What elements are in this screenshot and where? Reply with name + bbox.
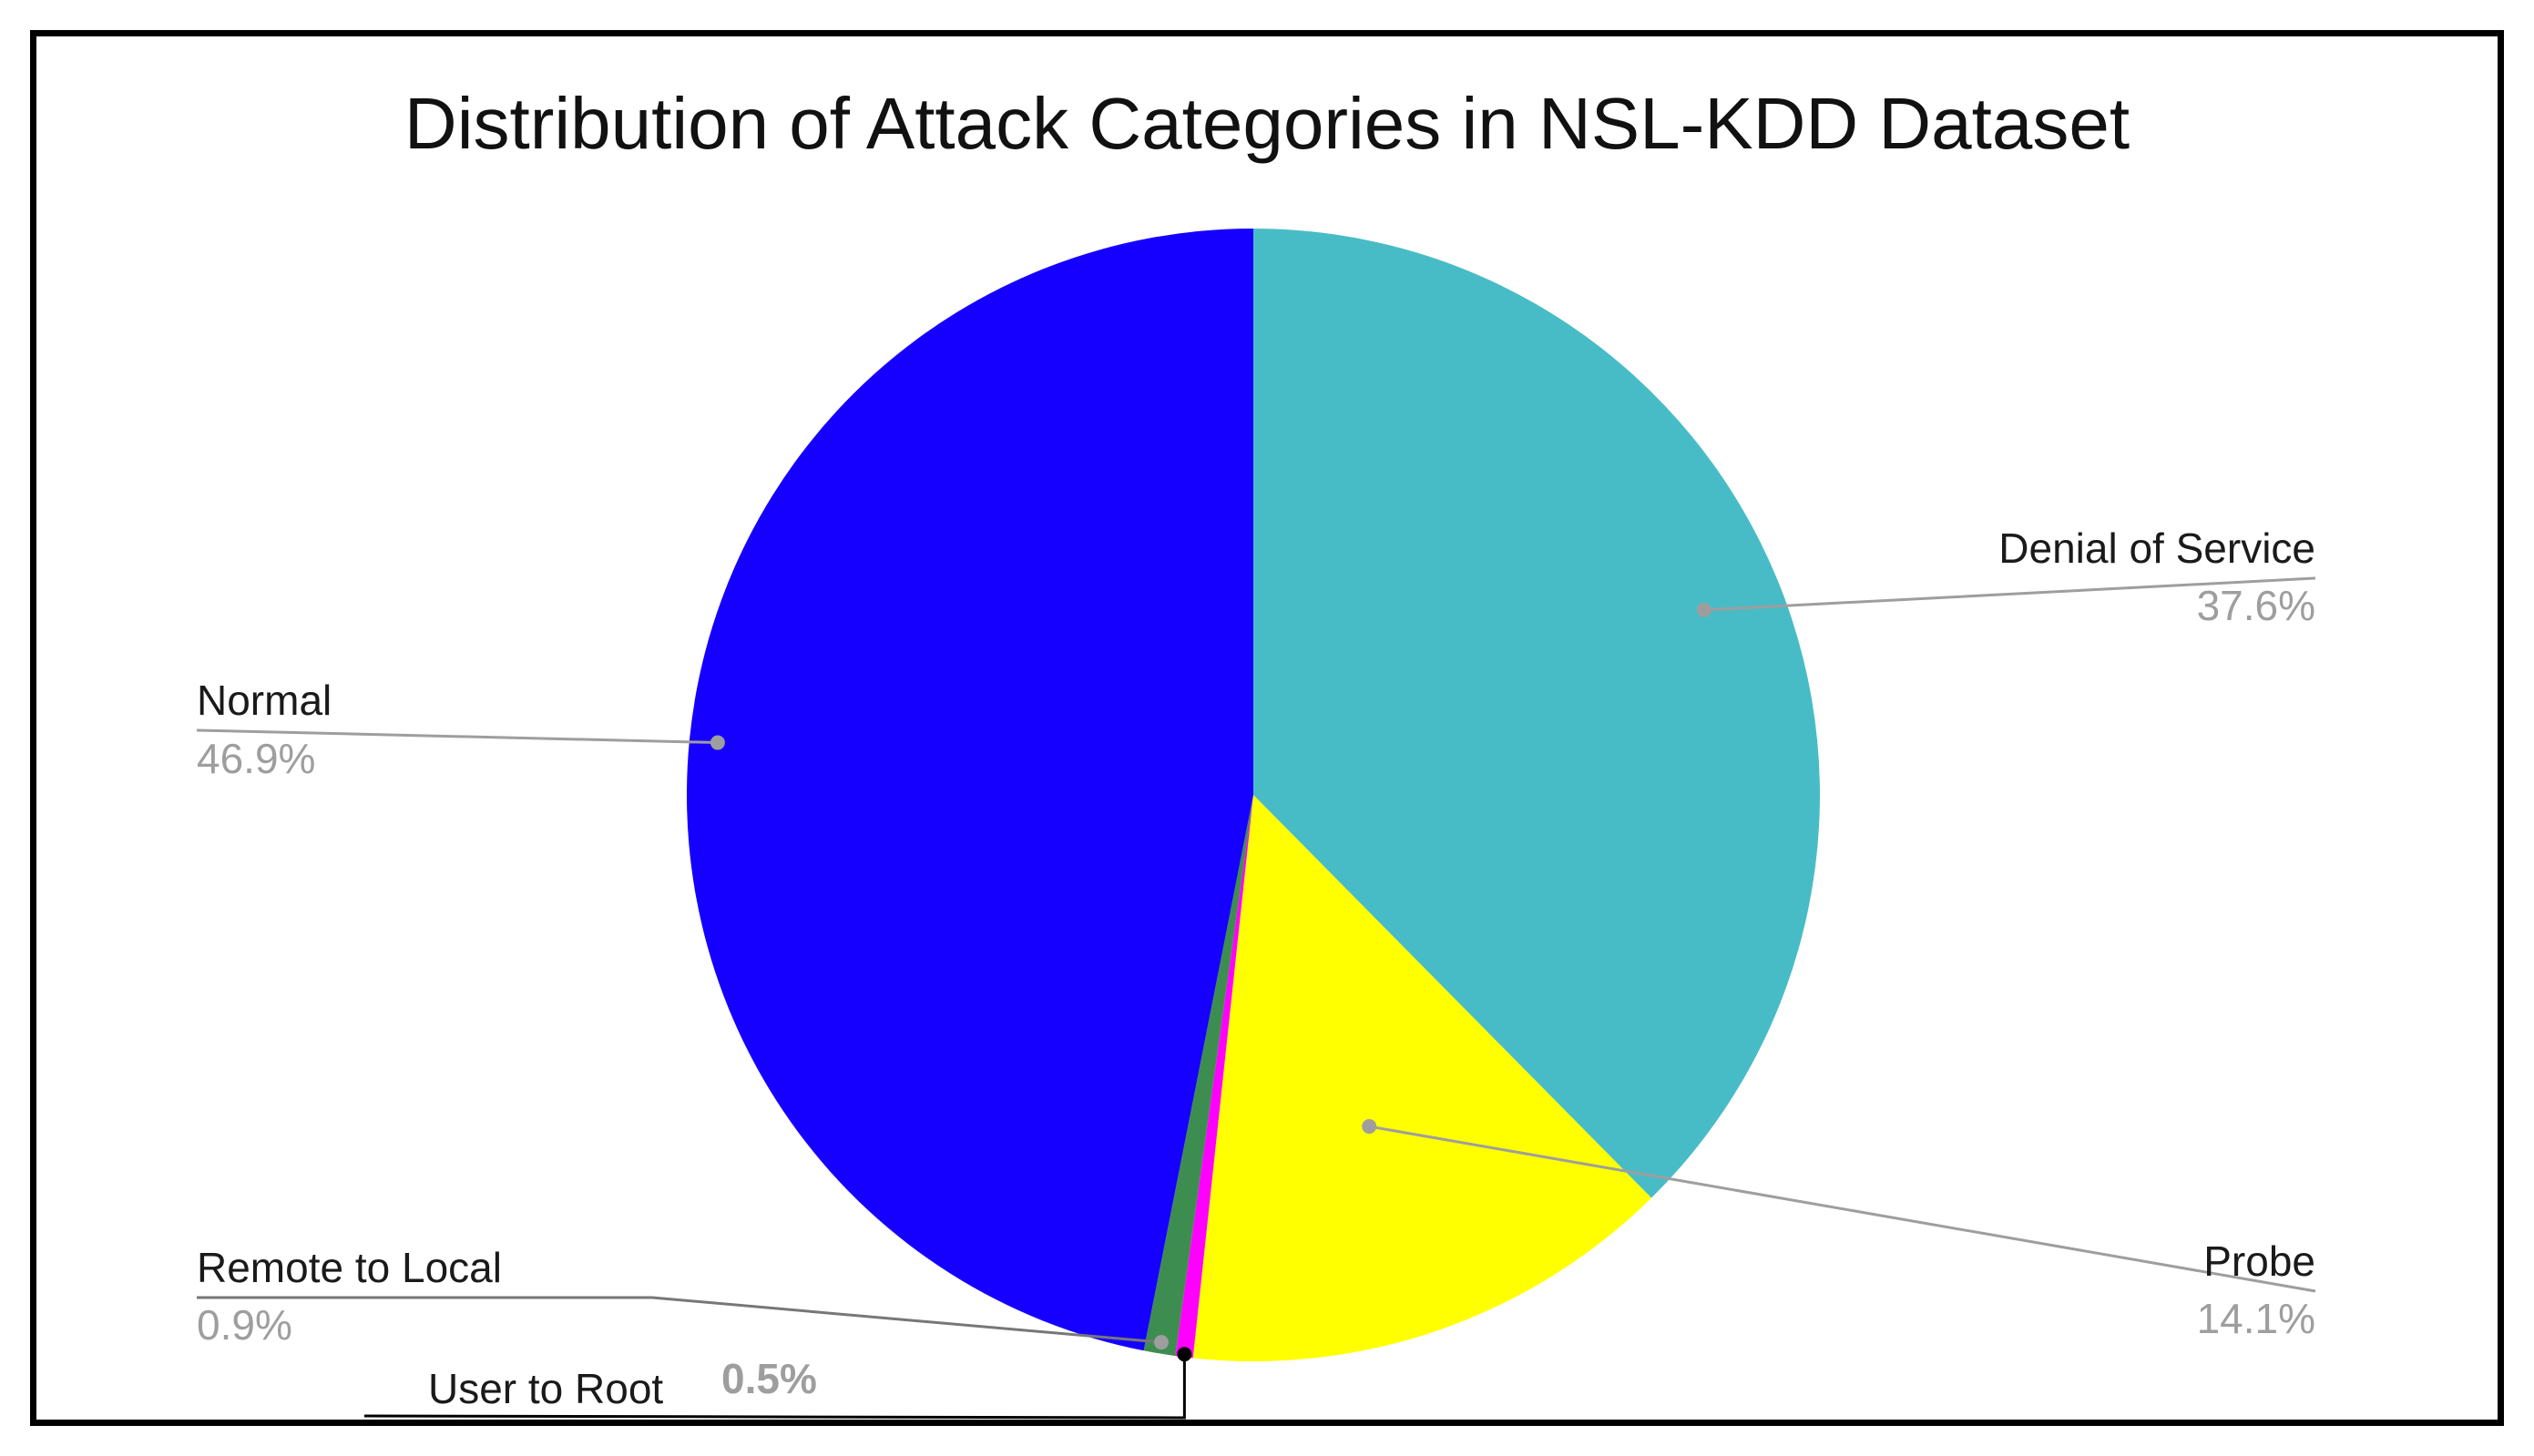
leader-dot-user-to-root [1177, 1347, 1192, 1362]
leader-lines [196, 576, 2316, 1420]
leader-dot-remote-to-local [1153, 1335, 1169, 1350]
leader-dot-denial-of-service [1696, 602, 1711, 617]
leader-dot-normal [710, 735, 725, 750]
slice-percent-probe: 14.1% [2197, 1295, 2315, 1342]
pie-slice-user-to-root [1175, 795, 1253, 1359]
leader-line-probe [1368, 1125, 2316, 1293]
leader-line-denial-of-service [1703, 576, 2316, 612]
slice-percent-normal: 46.9% [197, 735, 315, 782]
pie-slices [687, 229, 1820, 1361]
pie-slice-remote-to-local [1143, 795, 1253, 1357]
slice-labels: Denial of Service 37.6% Probe 14.1% User to … [197, 524, 2315, 1412]
leader-line-normal [196, 728, 718, 745]
slice-label-normal: Normal [197, 677, 332, 724]
slice-percent-denial-of-service: 37.6% [2197, 582, 2315, 629]
slice-label-user-to-root: User to Root [428, 1365, 663, 1412]
leader-line-user-to-root [363, 1354, 1186, 1420]
slice-label-probe: Probe [2203, 1237, 2315, 1285]
pie-slice-normal [687, 229, 1253, 1351]
slice-label-denial-of-service: Denial of Service [1998, 524, 2315, 572]
leader-dot-probe [1362, 1119, 1377, 1135]
pie-chart: Distribution of Attack Categories in NSL… [196, 83, 2316, 1420]
pie-slice-denial-of-service [1253, 229, 1820, 1198]
chart-frame: Distribution of Attack Categories in NSL… [30, 30, 2504, 1426]
slice-percent-remote-to-local: 0.9% [197, 1301, 292, 1349]
pie-slice-probe [1192, 795, 1652, 1361]
slice-label-remote-to-local: Remote to Local [197, 1244, 502, 1291]
slice-percent-user-to-root: 0.5% [721, 1355, 817, 1402]
chart-title: Distribution of Attack Categories in NSL… [404, 83, 2130, 164]
leader-line-remote-to-local [197, 1296, 1162, 1344]
